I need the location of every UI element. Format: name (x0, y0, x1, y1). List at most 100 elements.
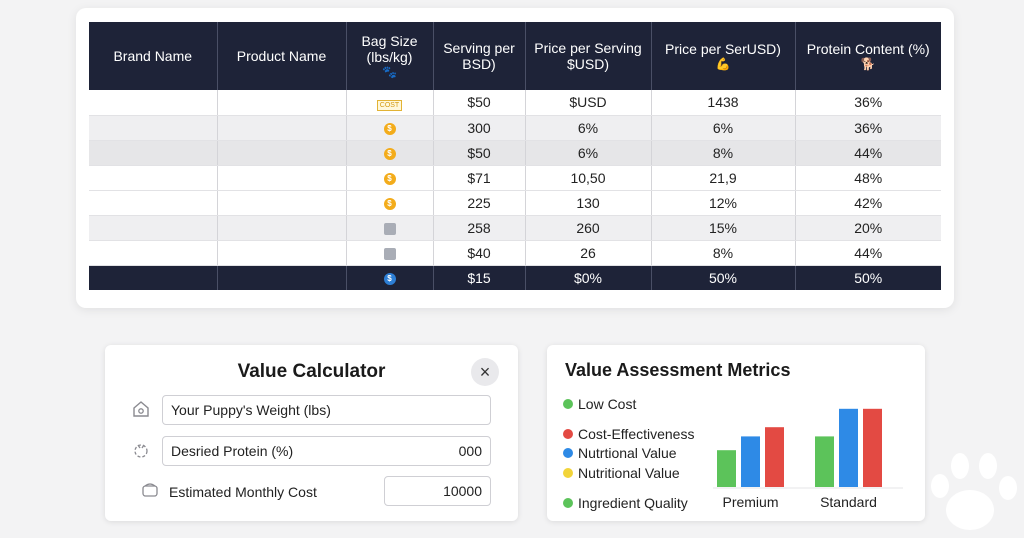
puppy-weight-input[interactable]: Your Puppy's Weight (lbs) (162, 395, 491, 425)
desired-protein-label: Desried Protein (%) (171, 443, 294, 459)
price-ser-cell: 8% (651, 240, 796, 266)
bag-size-cell: $ (346, 140, 434, 166)
close-button[interactable]: × (471, 358, 499, 386)
table-row[interactable]: $ $50 6% 8% 44% (89, 140, 941, 166)
bar-standard-0 (815, 436, 834, 487)
table-row[interactable]: $ 225 130 12% 42% (89, 190, 941, 216)
serving-cell: 300 (433, 115, 526, 141)
product-cell (217, 240, 347, 266)
product-cell (217, 265, 347, 290)
price-ser-cell: 12% (651, 190, 796, 216)
estimated-monthly-cost-label: Estimated Monthly Cost (169, 484, 317, 500)
bar-standard-1 (839, 408, 858, 487)
metrics-title: Value Assessment Metrics (565, 360, 791, 380)
price-ser-cell: 8% (651, 140, 796, 166)
table-row-highlighted[interactable]: $ $15 $0% 50% 50% (89, 265, 941, 290)
yellow-dot-icon (563, 468, 573, 478)
bag-size-cell: $ (346, 265, 434, 290)
protein-cell: 42% (795, 190, 941, 216)
estimated-monthly-cost-input[interactable]: 10000 (384, 476, 491, 506)
table-row[interactable]: $ $71 10,50 21,9 48% (89, 165, 941, 191)
desired-protein-input[interactable]: Desried Protein (%) 000 (162, 436, 491, 466)
legend-item-nutrtional-value: Nutrtional Value (563, 445, 677, 461)
legend-item-ingredient-quality: Ingredient Quality (563, 495, 688, 511)
product-cell (217, 190, 347, 216)
bag-icon (383, 222, 396, 235)
legend-item-nutritional-value: Nutritional Value (563, 465, 680, 481)
serving-cell: $50 (433, 90, 526, 116)
protein-cell: 44% (795, 140, 941, 166)
product-cell (217, 90, 347, 116)
price-serving-cell: $USD (525, 90, 652, 116)
header-price-per-ser[interactable]: Price per SerUSD) 💪 (651, 22, 796, 90)
bar-premium-1 (741, 436, 760, 487)
home-icon (131, 400, 151, 420)
bag-size-cell: $ (346, 115, 434, 141)
brand-cell (89, 265, 218, 290)
serving-cell: $15 (433, 265, 526, 290)
protein-cell: 48% (795, 165, 941, 191)
product-cell (217, 165, 347, 191)
table-row[interactable]: $ 300 6% 6% 36% (89, 115, 941, 141)
close-icon: × (479, 362, 491, 382)
table-row[interactable]: COST $50 $USD 1438 36% (89, 90, 941, 116)
header-brand-name[interactable]: Brand Name (89, 22, 218, 90)
header-bag-size[interactable]: Bag Size (lbs/kg) 🐾 (346, 22, 434, 90)
header-product-name[interactable]: Product Name (217, 22, 347, 90)
header-serving[interactable]: Serving per BSD) (433, 22, 526, 90)
blue-coin-icon: $ (383, 273, 396, 286)
bar-premium-2 (765, 427, 784, 487)
coin-icon: $ (383, 172, 396, 185)
calculator-title: Value Calculator (237, 361, 386, 382)
brand-cell (89, 140, 218, 166)
price-serving-cell: 10,50 (525, 165, 652, 191)
flexed-arm-icon: 💪 (715, 57, 731, 71)
table-header-row: Brand Name Product Name Bag Size (lbs/kg… (89, 22, 941, 90)
protein-cell: 36% (795, 115, 941, 141)
bar-standard-2 (863, 408, 882, 487)
product-cell (217, 140, 347, 166)
header-protein-content[interactable]: Protein Content (%) 🐕 (795, 22, 941, 90)
blue-dot-icon (563, 448, 573, 458)
price-serving-cell: $0% (525, 265, 652, 290)
protein-cell: 20% (795, 215, 941, 241)
paw-outline-icon (131, 441, 151, 461)
paw-print-icon (931, 453, 1017, 530)
green-dot-icon (563, 399, 573, 409)
cost-tag-icon: COST (376, 99, 403, 111)
table-row[interactable]: 258 260 15% 20% (89, 215, 941, 241)
serving-cell: $40 (433, 240, 526, 266)
brand-cell (89, 165, 218, 191)
header-price-per-serving[interactable]: Price per Serving $USD) (525, 22, 652, 90)
serving-cell: 225 (433, 190, 526, 216)
serving-cell: $71 (433, 165, 526, 191)
price-serving-cell: 6% (525, 115, 652, 141)
legend-item-cost-effectiveness: Cost-Effectiveness (563, 426, 694, 442)
x-tick-label: Standard (820, 494, 877, 510)
x-tick-label: Premium (722, 494, 778, 510)
desired-protein-value: 000 (458, 443, 482, 459)
green-dot-icon (563, 498, 573, 508)
price-ser-cell: 21,9 (651, 165, 796, 191)
red-dot-icon (563, 429, 573, 439)
bag-size-cell (346, 215, 434, 241)
bar-premium-0 (717, 450, 736, 487)
product-cell (217, 215, 347, 241)
value-bar-chart: Premium Standard (713, 408, 903, 510)
comparison-table-card: Brand Name Product Name Bag Size (lbs/kg… (76, 8, 954, 308)
price-ser-cell: 50% (651, 265, 796, 290)
price-serving-cell: 130 (525, 190, 652, 216)
bag-size-cell: $ (346, 190, 434, 216)
table-row[interactable]: $40 26 8% 44% (89, 240, 941, 266)
value-assessment-card: Value Assessment Metrics Low Cost Cost-E… (547, 345, 925, 521)
price-serving-cell: 26 (525, 240, 652, 266)
legend-item-low-cost: Low Cost (563, 396, 636, 412)
wallet-icon (140, 481, 160, 501)
protein-cell: 36% (795, 90, 941, 116)
price-serving-cell: 260 (525, 215, 652, 241)
dog-icon: 🐕 (860, 57, 876, 71)
price-serving-cell: 6% (525, 140, 652, 166)
value-calculator-card: Value Calculator × Your Puppy's Weight (… (105, 345, 518, 521)
serving-cell: 258 (433, 215, 526, 241)
brand-cell (89, 115, 218, 141)
